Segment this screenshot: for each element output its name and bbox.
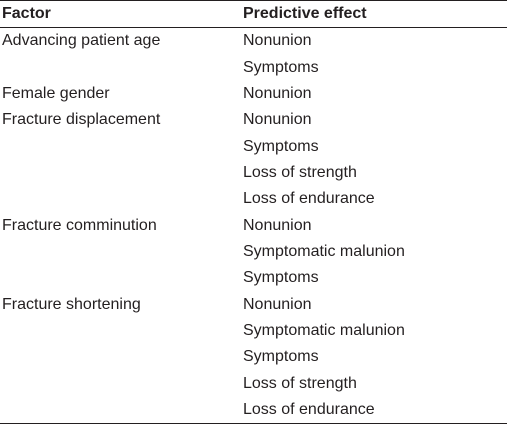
- effect-cell: Nonunion: [243, 84, 312, 102]
- table-body: Advancing patient age Nonunion Symptoms Fem…: [0, 28, 507, 424]
- factor-cell-empty: [0, 396, 241, 424]
- table-row: Symptomatic malunion: [0, 239, 507, 265]
- table-row: Fracture shortening Nonunion: [0, 291, 507, 317]
- factor-cell-empty: [0, 318, 241, 344]
- factor-cell-empty: [0, 239, 241, 265]
- table-row: Fracture displacement Nonunion: [0, 107, 507, 133]
- factor-cell-empty: [0, 133, 241, 159]
- effect-cell: Nonunion: [243, 295, 312, 313]
- header-row: Factor Predictive effect: [0, 0, 507, 28]
- factor-cell: Fracture displacement: [2, 111, 161, 129]
- table-row: Female gender Nonunion: [0, 81, 507, 107]
- factor-cell-empty: [0, 370, 241, 396]
- factor-cell: Fracture comminution: [2, 216, 157, 234]
- effect-cell: Nonunion: [243, 32, 312, 50]
- effect-cell: Symptoms: [243, 348, 319, 366]
- effect-cell: Symptoms: [243, 137, 319, 155]
- table-row: Loss of strength: [0, 370, 507, 396]
- effect-cell: Loss of strength: [243, 163, 357, 181]
- factor-cell-empty: [0, 160, 241, 186]
- effect-cell: Loss of endurance: [241, 396, 507, 424]
- table-row: Loss of endurance: [0, 396, 507, 424]
- effect-cell: Loss of strength: [243, 374, 357, 392]
- effect-cell: Nonunion: [243, 111, 312, 129]
- effect-cell: Symptoms: [243, 269, 319, 287]
- header-predictive-effect: Predictive effect: [241, 0, 507, 28]
- effect-cell: Symptomatic malunion: [243, 321, 405, 339]
- effect-cell: Nonunion: [243, 216, 312, 234]
- table-row: Advancing patient age Nonunion: [0, 28, 507, 55]
- factor-cell-empty: [0, 54, 241, 80]
- table-row: Loss of strength: [0, 160, 507, 186]
- factor-cell-empty: [0, 186, 241, 212]
- table-row: Symptoms: [0, 265, 507, 291]
- table-row: Symptoms: [0, 54, 507, 80]
- effect-cell: Symptoms: [243, 58, 319, 76]
- table-row: Symptomatic malunion: [0, 318, 507, 344]
- header-factor: Factor: [0, 0, 241, 28]
- table-header: Factor Predictive effect: [0, 0, 507, 28]
- factor-cell-empty: [0, 265, 241, 291]
- table-row: Loss of endurance: [0, 186, 507, 212]
- table-row: Symptoms: [0, 344, 507, 370]
- table-row: Fracture comminution Nonunion: [0, 212, 507, 238]
- factor-cell: Fracture shortening: [2, 295, 141, 313]
- factor-cell-empty: [0, 344, 241, 370]
- effect-cell: Loss of endurance: [243, 190, 375, 208]
- table-row: Symptoms: [0, 133, 507, 159]
- factor-cell: Female gender: [2, 84, 110, 102]
- factor-cell: Advancing patient age: [2, 32, 161, 50]
- effect-cell: Symptomatic malunion: [243, 242, 405, 260]
